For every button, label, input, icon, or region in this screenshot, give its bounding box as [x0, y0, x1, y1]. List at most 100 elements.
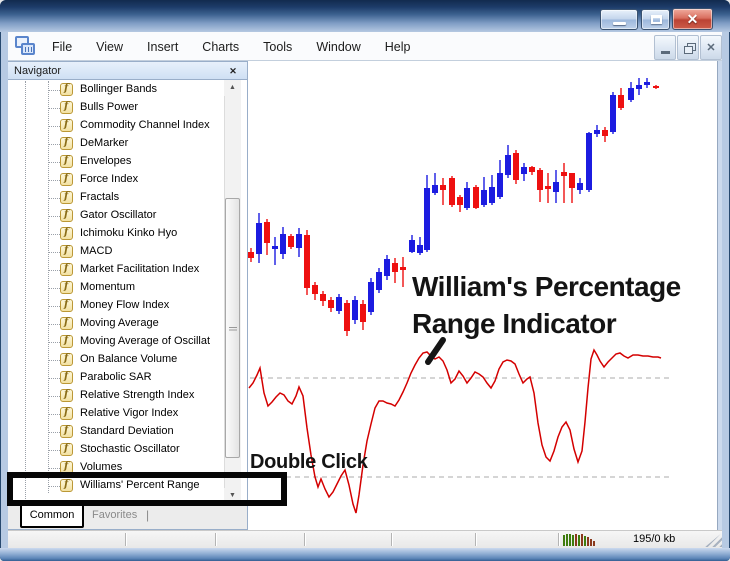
list-item-label: Momentum: [80, 281, 136, 293]
close-icon: [673, 9, 712, 29]
list-item-label: On Balance Volume: [80, 353, 178, 365]
list-item-money-flow-index[interactable]: Money Flow Index: [9, 297, 223, 315]
status-separator: [125, 533, 126, 546]
function-icon: [60, 119, 73, 132]
list-item-gator-oscillator[interactable]: Gator Oscillator: [9, 207, 223, 225]
close-button[interactable]: [672, 8, 713, 30]
list-item-label: DeMarker: [80, 137, 129, 149]
close-icon[interactable]: [227, 62, 239, 80]
status-separator: [558, 533, 559, 546]
scrollbar-grip-icon: [229, 327, 237, 332]
list-item-label: Volumes: [80, 461, 123, 473]
minimize-button[interactable]: [600, 9, 638, 30]
list-item-standard-deviation[interactable]: Standard Deviation: [9, 423, 223, 441]
tree-stub: [48, 252, 60, 253]
child-close-button[interactable]: [700, 35, 722, 60]
list-item-fractals[interactable]: Fractals: [9, 189, 223, 207]
menu-insert[interactable]: Insert: [147, 40, 179, 54]
status-separator: [391, 533, 392, 546]
tree-stub: [48, 216, 60, 217]
function-icon: [60, 83, 73, 96]
list-item-ichimoku-kinko-hyo[interactable]: Ichimoku Kinko Hyo: [9, 225, 223, 243]
list-item-bollinger-bands[interactable]: Bollinger Bands: [9, 81, 223, 99]
list-item-stochastic-oscillator[interactable]: Stochastic Oscillator: [9, 441, 223, 459]
list-item-label: Bulls Power: [80, 101, 139, 113]
maximize-icon: [650, 15, 662, 24]
tree-stub: [48, 360, 60, 361]
function-icon: [60, 191, 73, 204]
list-item-label: Relative Strength Index: [80, 389, 195, 401]
tree-stub: [48, 486, 60, 487]
menu-charts[interactable]: Charts: [202, 40, 240, 54]
list-item-label: Commodity Channel Index: [80, 119, 210, 131]
list-item-label: Williams' Percent Range: [80, 479, 200, 491]
status-separator: [304, 533, 305, 546]
child-minimize-button[interactable]: [654, 35, 676, 60]
function-icon: [60, 407, 73, 420]
scrollbar-up-button[interactable]: ▲: [224, 80, 241, 96]
function-icon: [60, 281, 73, 294]
candlestick-chart[interactable]: [248, 61, 717, 530]
list-item-label: Parabolic SAR: [80, 371, 152, 383]
tree-stub: [48, 306, 60, 307]
menu-view[interactable]: View: [96, 40, 124, 54]
list-item-label: Fractals: [80, 191, 120, 203]
tree-line: [25, 81, 26, 503]
scrollbar-thumb[interactable]: [225, 198, 240, 458]
tree-stub: [48, 342, 60, 343]
tree-stub: [48, 396, 60, 397]
tab-common[interactable]: Common: [20, 503, 84, 528]
list-item-moving-average-of-oscillat[interactable]: Moving Average of Oscillat: [9, 333, 223, 351]
annotation-line1: William's Percentage: [412, 271, 681, 302]
list-item-williams-percent-range[interactable]: Williams' Percent Range: [9, 477, 223, 495]
list-item-on-balance-volume[interactable]: On Balance Volume: [9, 351, 223, 369]
list-item-momentum[interactable]: Momentum: [9, 279, 223, 297]
list-item-commodity-channel-index[interactable]: Commodity Channel Index: [9, 117, 223, 135]
tree-stub: [48, 198, 60, 199]
chart-background: [248, 61, 717, 530]
child-restore-button[interactable]: [677, 35, 699, 60]
list-item-label: Moving Average: [80, 317, 159, 329]
list-item-demarker[interactable]: DeMarker: [9, 135, 223, 153]
menu-window[interactable]: Window: [316, 40, 361, 54]
window-border: [718, 61, 722, 530]
list-item-bulls-power[interactable]: Bulls Power: [9, 99, 223, 117]
menu-file[interactable]: File: [52, 40, 73, 54]
list-item-moving-average[interactable]: Moving Average: [9, 315, 223, 333]
tree-stub: [48, 324, 60, 325]
annotation-double-click: Double Click: [250, 451, 368, 473]
navigator-title: Navigator: [14, 65, 62, 77]
navigator-header: Navigator: [8, 61, 248, 80]
function-icon: [60, 101, 73, 114]
tree-stub: [48, 450, 60, 451]
list-item-label: MACD: [80, 245, 113, 257]
list-item-label: Force Index: [80, 173, 139, 185]
close-icon: [701, 36, 721, 59]
menu-help[interactable]: Help: [384, 40, 411, 54]
function-icon: [60, 425, 73, 438]
menu-bar: File View Insert Charts Tools Window Help: [8, 32, 722, 61]
chart-border: [717, 61, 718, 530]
list-item-macd[interactable]: MACD: [9, 243, 223, 261]
function-icon: [60, 173, 73, 186]
list-item-label: Money Flow Index: [80, 299, 170, 311]
tab-favorites[interactable]: Favorites: [92, 509, 138, 521]
list-item-parabolic-sar[interactable]: Parabolic SAR: [9, 369, 223, 387]
list-item-relative-strength-index[interactable]: Relative Strength Index: [9, 387, 223, 405]
annotation-headline: William's Percentage Range Indicator: [412, 268, 681, 342]
list-item-envelopes[interactable]: Envelopes: [9, 153, 223, 171]
list-item-label: Envelopes: [80, 155, 132, 167]
list-item-force-index[interactable]: Force Index: [9, 171, 223, 189]
tab-divider: |: [146, 508, 150, 522]
list-item-relative-vigor-index[interactable]: Relative Vigor Index: [9, 405, 223, 423]
tree-stub: [48, 234, 60, 235]
list-item-market-facilitation-index[interactable]: Market Facilitation Index: [9, 261, 223, 279]
function-icon: [60, 317, 73, 330]
function-icon: [60, 479, 73, 492]
menu-tools[interactable]: Tools: [263, 40, 293, 54]
maximize-button[interactable]: [641, 9, 670, 30]
function-icon: [60, 299, 73, 312]
minimize-icon: [613, 22, 626, 25]
status-bar: [8, 530, 722, 548]
